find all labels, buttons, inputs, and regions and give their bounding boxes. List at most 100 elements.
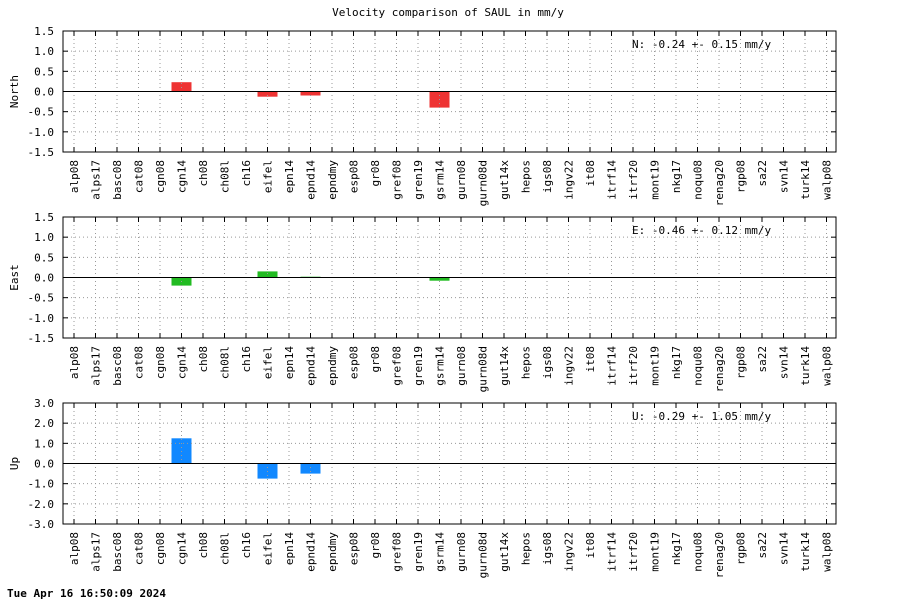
x-tick-label-gsrm14: gsrm14 (434, 160, 447, 200)
x-tick-label-igs08: igs08 (541, 160, 554, 193)
x-tick-label-esp08: esp08 (348, 532, 361, 565)
x-tick-label-it08: it08 (584, 346, 597, 373)
x-tick-label-gurn08d: gurn08d (477, 160, 490, 206)
x-tick-label-gurn08d: gurn08d (477, 532, 490, 578)
y-tick-label: 0.0 (34, 86, 54, 99)
x-tick-label-epndmy: epndmy (326, 160, 339, 200)
x-tick-label-ingv22: ingv22 (563, 160, 576, 200)
x-tick-label-svn14: svn14 (778, 532, 791, 565)
y-tick-label: -0.5 (28, 106, 55, 119)
x-tick-label-hepos: hepos (520, 532, 533, 565)
bar-epnd14 (300, 91, 321, 96)
x-tick-label-itrf14: itrf14 (606, 346, 619, 386)
x-tick-label-basc08: basc08 (111, 160, 124, 200)
bar-cgn14 (171, 82, 192, 92)
stats-annotation: U: -0.29 +- 1.05 mm/y (632, 410, 771, 423)
x-tick-label-alp08: alp08 (68, 532, 81, 565)
bar-epnd14 (300, 463, 321, 474)
bar-gsrm14 (429, 277, 450, 281)
y-tick-label: -1.0 (28, 312, 55, 325)
x-tick-label-ch08: ch08 (197, 346, 210, 373)
timestamp: Tue Apr 16 16:50:09 2024 (7, 587, 166, 600)
y-tick-label: 1.0 (34, 231, 54, 244)
x-tick-label-igs08: igs08 (541, 532, 554, 565)
x-tick-label-epn14: epn14 (283, 160, 296, 193)
x-tick-label-gr08: gr08 (369, 160, 382, 187)
x-tick-label-ch08: ch08 (197, 160, 210, 187)
x-tick-label-nkg17: nkg17 (670, 532, 683, 565)
x-tick-label-gref08: gref08 (391, 532, 404, 572)
chart-title: Velocity comparison of SAUL in mm/y (332, 6, 564, 19)
stats-annotation: N: -0.24 +- 0.15 mm/y (632, 38, 771, 51)
x-tick-label-cgn14: cgn14 (176, 346, 189, 379)
y-tick-label: -1.0 (28, 126, 55, 139)
x-tick-label-esp08: esp08 (348, 160, 361, 193)
y-axis-label: North (8, 75, 21, 108)
x-tick-label-cgn08: cgn08 (154, 160, 167, 193)
x-tick-label-gren19: gren19 (412, 160, 425, 200)
x-tick-label-gref08: gref08 (391, 160, 404, 200)
x-tick-label-ch08l: ch08l (219, 160, 232, 193)
x-tick-label-svn14: svn14 (778, 346, 791, 379)
y-tick-label: 0.0 (34, 272, 54, 285)
x-tick-label-esp08: esp08 (348, 346, 361, 379)
x-tick-label-gurn08d: gurn08d (477, 346, 490, 392)
x-tick-label-noqu08: noqu08 (692, 346, 705, 386)
y-axis-label: Up (8, 457, 21, 470)
x-tick-label-itrf20: itrf20 (627, 346, 640, 386)
x-tick-label-it08: it08 (584, 160, 597, 187)
x-tick-label-nkg17: nkg17 (670, 160, 683, 193)
x-tick-label-epn14: epn14 (283, 532, 296, 565)
x-tick-label-ingv22: ingv22 (563, 532, 576, 572)
x-tick-label-cat08: cat08 (133, 532, 146, 565)
x-tick-label-cgn14: cgn14 (176, 532, 189, 565)
x-tick-label-basc08: basc08 (111, 346, 124, 386)
x-tick-label-alp08: alp08 (68, 160, 81, 193)
y-tick-label: 0.5 (34, 251, 54, 264)
x-tick-label-alp08: alp08 (68, 346, 81, 379)
x-tick-label-mont19: mont19 (649, 160, 662, 200)
y-tick-label: 0.0 (34, 458, 54, 471)
y-tick-label: 2.0 (34, 417, 54, 430)
x-tick-label-basc08: basc08 (111, 532, 124, 572)
x-tick-label-gren19: gren19 (412, 346, 425, 386)
x-tick-label-eifel: eifel (262, 160, 275, 193)
x-tick-label-gurn08: gurn08 (455, 160, 468, 200)
x-tick-label-itrf20: itrf20 (627, 160, 640, 200)
x-tick-label-it08: it08 (584, 532, 597, 559)
x-tick-label-mont19: mont19 (649, 346, 662, 386)
x-tick-label-ch16: ch16 (240, 346, 253, 373)
y-tick-label: -1.0 (28, 478, 55, 491)
x-tick-label-noqu08: noqu08 (692, 160, 705, 200)
x-tick-label-noqu08: noqu08 (692, 532, 705, 572)
x-tick-label-sa22: sa22 (756, 160, 769, 187)
y-tick-label: -3.0 (28, 518, 55, 531)
x-tick-label-alps17: alps17 (90, 346, 103, 386)
x-tick-label-cat08: cat08 (133, 160, 146, 193)
x-tick-label-epndmy: epndmy (326, 346, 339, 386)
y-tick-label: 1.5 (34, 211, 54, 224)
x-tick-label-svn14: svn14 (778, 160, 791, 193)
x-tick-label-eifel: eifel (262, 346, 275, 379)
x-tick-label-sa22: sa22 (756, 346, 769, 373)
y-tick-label: 1.5 (34, 25, 54, 38)
x-tick-label-hepos: hepos (520, 160, 533, 193)
x-tick-label-cat08: cat08 (133, 346, 146, 379)
x-tick-label-gurn08: gurn08 (455, 346, 468, 386)
y-tick-label: 0.5 (34, 65, 54, 78)
x-tick-label-turk14: turk14 (799, 532, 812, 572)
x-tick-label-gref08: gref08 (391, 346, 404, 386)
x-tick-label-ch08l: ch08l (219, 532, 232, 565)
x-tick-label-itrf14: itrf14 (606, 160, 619, 200)
y-tick-label: -1.5 (28, 332, 55, 345)
y-tick-label: 1.0 (34, 437, 54, 450)
x-tick-label-hepos: hepos (520, 346, 533, 379)
y-tick-label: 3.0 (34, 397, 54, 410)
y-tick-label: -2.0 (28, 498, 55, 511)
stats-annotation: E: -0.46 +- 0.12 mm/y (632, 224, 771, 237)
bar-eifel (257, 271, 278, 278)
x-tick-label-walp08: walp08 (821, 346, 834, 386)
x-tick-label-turk14: turk14 (799, 160, 812, 200)
x-tick-label-epnd14: epnd14 (305, 346, 318, 386)
